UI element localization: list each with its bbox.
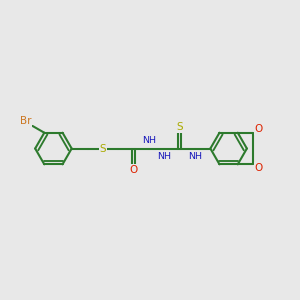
- Text: S: S: [100, 143, 106, 154]
- Text: NH: NH: [158, 152, 171, 161]
- Text: O: O: [254, 163, 263, 173]
- Text: S: S: [176, 122, 183, 132]
- Text: NH: NH: [188, 152, 202, 161]
- Text: Br: Br: [20, 116, 32, 126]
- Text: O: O: [130, 165, 138, 175]
- Text: NH: NH: [142, 136, 156, 145]
- Text: O: O: [254, 124, 263, 134]
